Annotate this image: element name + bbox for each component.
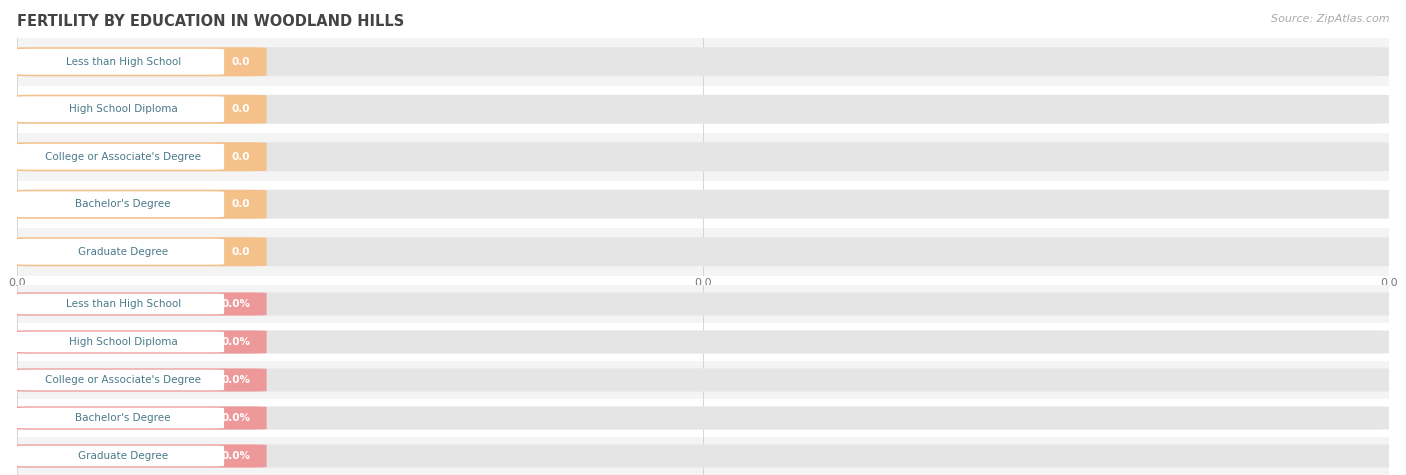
Bar bbox=[17, 133, 1389, 180]
Text: 0.0%: 0.0% bbox=[221, 451, 250, 461]
Text: Bachelor's Degree: Bachelor's Degree bbox=[76, 199, 172, 209]
FancyBboxPatch shape bbox=[13, 369, 267, 391]
FancyBboxPatch shape bbox=[13, 293, 1393, 315]
Bar bbox=[17, 285, 1389, 323]
Text: High School Diploma: High School Diploma bbox=[69, 104, 177, 114]
Bar bbox=[17, 323, 1389, 361]
Text: Graduate Degree: Graduate Degree bbox=[79, 247, 169, 257]
Bar bbox=[17, 180, 1389, 228]
Text: 0.0%: 0.0% bbox=[221, 413, 250, 423]
FancyBboxPatch shape bbox=[17, 294, 224, 314]
FancyBboxPatch shape bbox=[13, 237, 1393, 266]
Text: 0.0: 0.0 bbox=[232, 57, 250, 67]
Bar bbox=[17, 228, 1389, 276]
Bar bbox=[17, 361, 1389, 399]
FancyBboxPatch shape bbox=[17, 144, 224, 170]
FancyBboxPatch shape bbox=[13, 142, 1393, 171]
Text: 0.0: 0.0 bbox=[232, 152, 250, 162]
FancyBboxPatch shape bbox=[17, 370, 224, 390]
Text: Source: ZipAtlas.com: Source: ZipAtlas.com bbox=[1271, 14, 1389, 24]
FancyBboxPatch shape bbox=[17, 96, 224, 122]
Bar bbox=[17, 38, 1389, 86]
FancyBboxPatch shape bbox=[17, 239, 224, 265]
FancyBboxPatch shape bbox=[13, 331, 1393, 353]
FancyBboxPatch shape bbox=[17, 332, 224, 352]
FancyBboxPatch shape bbox=[13, 445, 1393, 467]
FancyBboxPatch shape bbox=[13, 407, 267, 429]
Bar bbox=[17, 437, 1389, 475]
FancyBboxPatch shape bbox=[13, 48, 267, 76]
FancyBboxPatch shape bbox=[13, 95, 267, 124]
FancyBboxPatch shape bbox=[13, 293, 267, 315]
FancyBboxPatch shape bbox=[17, 446, 224, 466]
FancyBboxPatch shape bbox=[13, 190, 1393, 218]
Text: 0.0%: 0.0% bbox=[221, 375, 250, 385]
Text: 0.0%: 0.0% bbox=[221, 337, 250, 347]
Text: Bachelor's Degree: Bachelor's Degree bbox=[76, 413, 172, 423]
FancyBboxPatch shape bbox=[13, 445, 267, 467]
Text: 0.0: 0.0 bbox=[232, 199, 250, 209]
Text: College or Associate's Degree: College or Associate's Degree bbox=[45, 375, 201, 385]
Text: FERTILITY BY EDUCATION IN WOODLAND HILLS: FERTILITY BY EDUCATION IN WOODLAND HILLS bbox=[17, 14, 404, 29]
Text: 0.0: 0.0 bbox=[232, 247, 250, 257]
FancyBboxPatch shape bbox=[13, 142, 267, 171]
FancyBboxPatch shape bbox=[13, 331, 267, 353]
FancyBboxPatch shape bbox=[13, 237, 267, 266]
FancyBboxPatch shape bbox=[17, 191, 224, 217]
FancyBboxPatch shape bbox=[13, 369, 1393, 391]
Bar bbox=[17, 399, 1389, 437]
Text: High School Diploma: High School Diploma bbox=[69, 337, 177, 347]
FancyBboxPatch shape bbox=[17, 49, 224, 75]
Text: College or Associate's Degree: College or Associate's Degree bbox=[45, 152, 201, 162]
FancyBboxPatch shape bbox=[13, 95, 1393, 124]
FancyBboxPatch shape bbox=[17, 408, 224, 428]
Text: Less than High School: Less than High School bbox=[66, 299, 181, 309]
Bar bbox=[17, 86, 1389, 133]
FancyBboxPatch shape bbox=[13, 190, 267, 218]
Text: Graduate Degree: Graduate Degree bbox=[79, 451, 169, 461]
Text: 0.0%: 0.0% bbox=[221, 299, 250, 309]
Text: 0.0: 0.0 bbox=[232, 104, 250, 114]
FancyBboxPatch shape bbox=[13, 48, 1393, 76]
Text: Less than High School: Less than High School bbox=[66, 57, 181, 67]
FancyBboxPatch shape bbox=[13, 407, 1393, 429]
